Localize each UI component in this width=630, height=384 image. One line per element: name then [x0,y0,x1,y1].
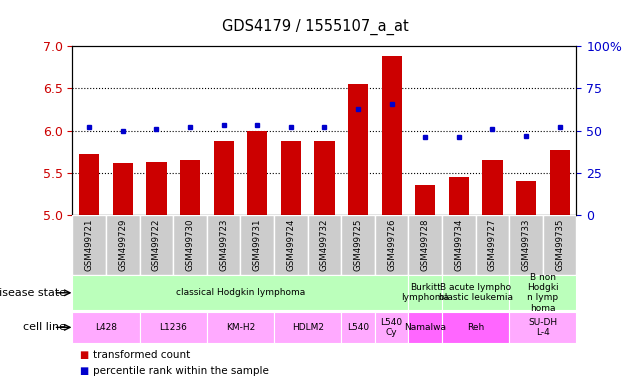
Bar [72,275,408,310]
Text: Namalwa: Namalwa [404,323,446,332]
Text: B non
Hodgki
n lymp
homa: B non Hodgki n lymp homa [527,273,559,313]
Bar [214,141,234,215]
Text: GSM499726: GSM499726 [387,218,396,271]
Bar [442,312,509,343]
Bar [140,215,173,275]
Bar [375,312,408,343]
Text: GSM499721: GSM499721 [85,218,94,271]
Bar [207,312,274,343]
Text: L540: L540 [347,323,369,332]
Bar [516,181,536,215]
Text: GSM499724: GSM499724 [287,218,295,271]
Text: B acute lympho
blastic leukemia: B acute lympho blastic leukemia [438,283,513,303]
Bar [247,131,267,215]
Bar [140,312,207,343]
Text: cell line: cell line [23,322,66,333]
Bar [207,215,241,275]
Bar [180,160,200,215]
Text: Reh: Reh [467,323,484,332]
Text: GSM499729: GSM499729 [118,218,127,271]
Text: GDS4179 / 1555107_a_at: GDS4179 / 1555107_a_at [222,18,408,35]
Bar [549,150,570,215]
Bar [408,215,442,275]
Text: GSM499722: GSM499722 [152,218,161,271]
Bar [79,154,100,215]
Text: KM-H2: KM-H2 [226,323,255,332]
Text: Burkitt
lymphoma: Burkitt lymphoma [401,283,449,303]
Text: SU-DH
L-4: SU-DH L-4 [529,318,558,337]
Bar [509,312,576,343]
Bar [274,312,341,343]
Bar [241,215,274,275]
Text: L428: L428 [95,323,117,332]
Bar [307,215,341,275]
Bar [476,215,509,275]
Bar [415,185,435,215]
Bar [348,84,368,215]
Text: HDLM2: HDLM2 [292,323,324,332]
Bar [375,215,408,275]
Bar [173,215,207,275]
Bar [113,163,133,215]
Bar [442,275,509,310]
Bar [314,141,335,215]
Text: GSM499728: GSM499728 [421,218,430,271]
Bar [72,215,106,275]
Text: ■: ■ [79,349,88,360]
Text: GSM499732: GSM499732 [320,218,329,271]
Text: ■: ■ [79,366,88,376]
Bar [509,275,576,310]
Bar [341,215,375,275]
Text: transformed count: transformed count [93,349,190,360]
Bar [382,56,402,215]
Bar [483,160,503,215]
Bar [543,215,576,275]
Text: GSM499723: GSM499723 [219,218,228,271]
Text: GSM499730: GSM499730 [186,218,195,271]
Text: GSM499727: GSM499727 [488,218,497,271]
Text: GSM499734: GSM499734 [454,218,463,271]
Bar [341,312,375,343]
Bar [72,312,140,343]
Bar [408,312,442,343]
Text: GSM499735: GSM499735 [555,218,564,271]
Text: L540
Cy: L540 Cy [381,318,403,337]
Text: disease state: disease state [0,288,66,298]
Bar [281,141,301,215]
Bar [408,275,442,310]
Text: classical Hodgkin lymphoma: classical Hodgkin lymphoma [176,288,305,297]
Bar [274,215,307,275]
Bar [106,215,140,275]
Text: GSM499731: GSM499731 [253,218,261,271]
Text: percentile rank within the sample: percentile rank within the sample [93,366,268,376]
Bar [146,162,166,215]
Text: GSM499725: GSM499725 [353,218,362,271]
Text: L1236: L1236 [159,323,187,332]
Text: GSM499733: GSM499733 [522,218,530,271]
Bar [509,215,543,275]
Bar [442,215,476,275]
Bar [449,177,469,215]
